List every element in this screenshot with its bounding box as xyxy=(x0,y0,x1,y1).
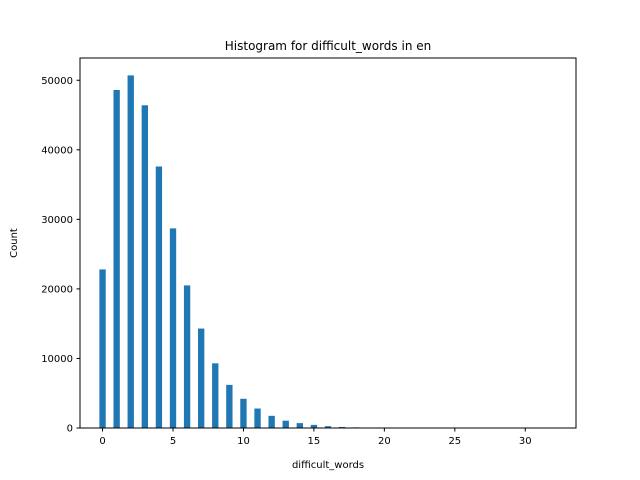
bars-layer xyxy=(99,75,557,429)
y-tick-label: 50000 xyxy=(41,76,73,87)
histogram-bar xyxy=(155,166,163,428)
chart-title: Histogram for difficult_words in en xyxy=(225,39,431,53)
histogram-bar xyxy=(324,426,332,428)
histogram-bar xyxy=(169,228,177,428)
x-tick-label: 0 xyxy=(99,436,105,447)
histogram-bar xyxy=(296,423,303,428)
x-tick-label: 15 xyxy=(308,436,321,447)
y-tick-label: 0 xyxy=(67,424,73,435)
histogram-bar xyxy=(240,398,247,428)
y-axis-ticks: 0 10000 20000 30000 40000 50000 xyxy=(41,76,80,435)
plot-frame xyxy=(79,57,577,429)
histogram-bar xyxy=(212,363,219,428)
histogram-bar xyxy=(141,105,148,428)
histogram-bar xyxy=(310,424,318,428)
histogram-bar xyxy=(99,269,106,428)
histogram-bar xyxy=(183,285,191,428)
x-tick-label: 30 xyxy=(519,436,532,447)
y-tick-label: 30000 xyxy=(41,215,73,226)
y-tick-label: 10000 xyxy=(41,354,73,365)
histogram-bar xyxy=(254,408,261,428)
y-axis-label: Count xyxy=(9,228,20,258)
histogram-bar xyxy=(226,384,233,428)
x-tick-label: 10 xyxy=(237,436,250,447)
histogram-bar xyxy=(268,415,275,428)
histogram-bar xyxy=(198,328,205,428)
histogram-bar xyxy=(282,420,289,428)
x-tick-label: 20 xyxy=(378,436,391,447)
x-tick-label: 25 xyxy=(448,436,461,447)
y-tick-label: 40000 xyxy=(41,145,73,156)
x-axis-label: difficult_words xyxy=(292,460,364,471)
histogram-bar xyxy=(113,89,120,429)
x-axis-ticks: 0 5 10 15 20 25 30 xyxy=(99,428,532,447)
y-tick-label: 20000 xyxy=(41,284,73,295)
x-tick-label: 5 xyxy=(170,436,176,447)
histogram-bar xyxy=(127,75,134,428)
histogram-bar xyxy=(338,426,346,428)
